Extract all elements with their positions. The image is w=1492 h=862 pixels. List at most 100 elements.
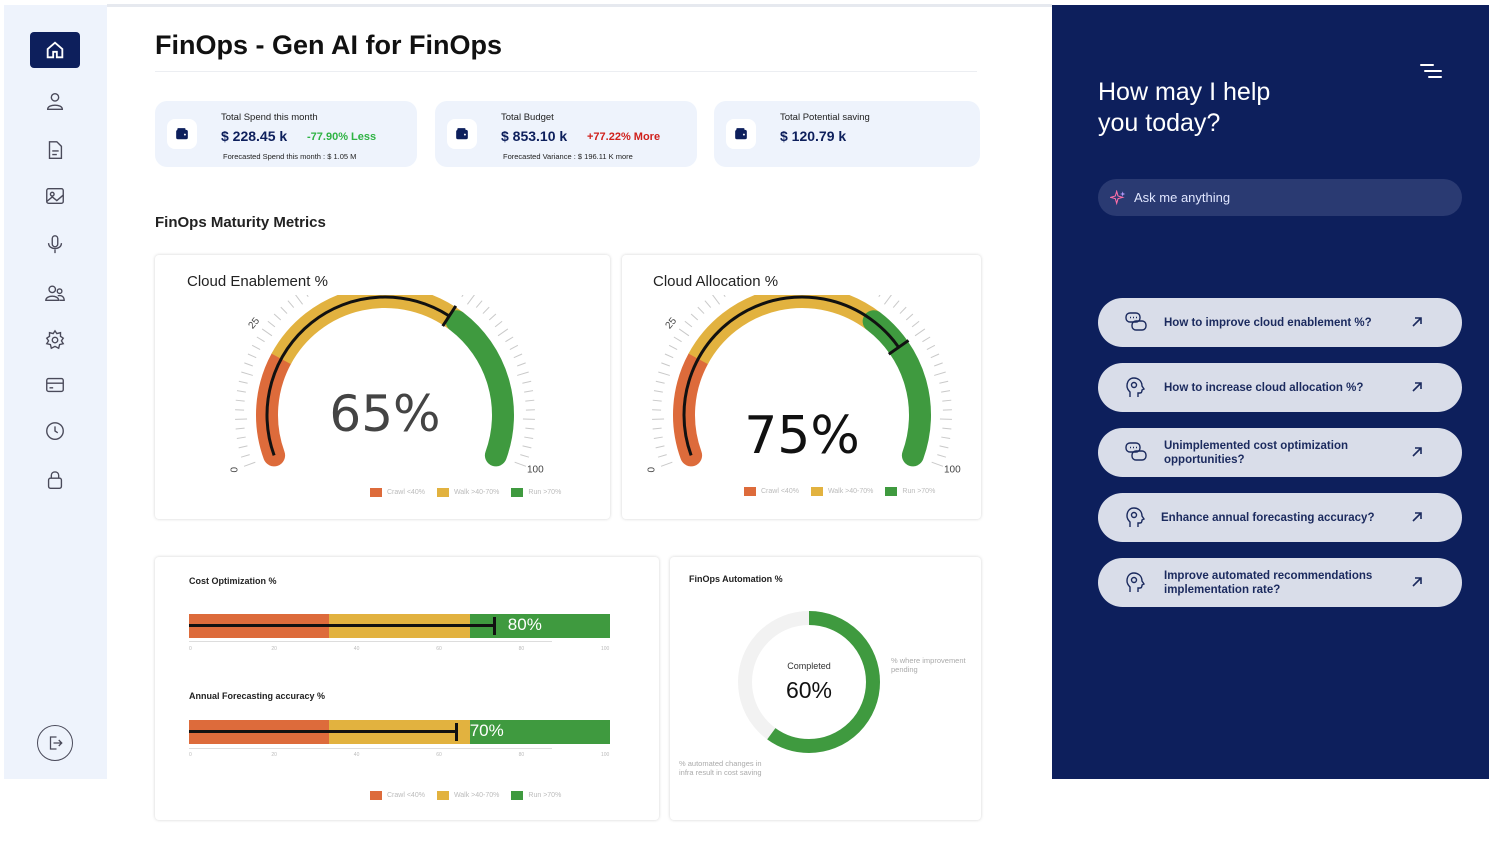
gauge-tick [658, 371, 670, 376]
sidebar [4, 5, 107, 779]
stat-card-potential-saving: Total Potential saving $ 120.79 k [714, 101, 980, 167]
legend-item-walk: Walk >40-70% [436, 488, 499, 497]
arrow-up-right-icon [1412, 317, 1422, 327]
stat-sub: Forecasted Spend this month : $ 1.05 M [223, 152, 357, 161]
gauge-tick [509, 344, 519, 350]
gauge-tick [236, 390, 246, 393]
bar-tick-label: 20 [271, 646, 277, 652]
gauge-tick [652, 427, 662, 430]
gauge-tick [655, 445, 665, 449]
gauge-tick [514, 461, 527, 467]
sidebar-item-home[interactable] [30, 32, 80, 68]
suggestion-button[interactable]: How to improve cloud enablement %? [1098, 298, 1462, 347]
stat-label: Total Budget [501, 112, 554, 123]
gauge-tick-label: 0 [647, 467, 658, 473]
wallet-icon [167, 119, 197, 149]
gauge-tick [941, 390, 951, 393]
suggestion-text: How to increase cloud allocation %? [1164, 381, 1364, 394]
gauge-chart: 0255010065% [230, 295, 544, 475]
image-icon [46, 187, 64, 205]
bar-segment [469, 720, 610, 744]
wallet-icon [447, 119, 477, 149]
sidebar-item-billing[interactable] [30, 367, 80, 403]
gauge-tick-label: 25 [664, 315, 680, 331]
suggestion-button[interactable]: Improve automated recommendations implem… [1098, 558, 1462, 607]
suggestion-button[interactable]: How to increase cloud allocation %? [1098, 363, 1462, 412]
suggestion-button[interactable]: Enhance annual forecasting accuracy? [1098, 493, 1462, 542]
gauge-tick [931, 461, 944, 467]
bar-tick-label: 0 [189, 646, 192, 652]
gauge-tick [461, 295, 464, 298]
logout-button[interactable] [37, 725, 73, 761]
gauge-tick [657, 454, 667, 458]
gauge-tick [524, 390, 534, 393]
sidebar-item-documents[interactable] [30, 132, 80, 168]
bar-value-cap [492, 617, 496, 635]
donut-completed-arc [738, 611, 880, 753]
gauge-tick [520, 454, 530, 458]
suggestion-text: Enhance annual forecasting accuracy? [1161, 511, 1375, 524]
gauge-panel-cloud-allocation: Cloud Allocation % 0255010075% Crawl <40… [622, 255, 981, 519]
gauge-tick [668, 344, 678, 350]
gauge-tick [712, 295, 720, 305]
sidebar-item-voice[interactable] [30, 226, 80, 262]
ask-box[interactable] [1098, 179, 1462, 216]
home-icon [46, 41, 64, 59]
bar-value-label: 80% [507, 615, 542, 634]
bar-forecasting-accuracy: 70% [189, 720, 610, 744]
ask-input[interactable] [1134, 190, 1434, 205]
sidebar-item-profile[interactable] [30, 83, 80, 119]
bar-tick-label: 0 [189, 752, 192, 758]
gauge-tick [505, 336, 514, 343]
arrow-up-right-icon [1412, 382, 1422, 392]
bar-tick-label: 100 [601, 646, 610, 652]
arrow-up-right-icon [1412, 577, 1422, 587]
gauge-tick [914, 328, 926, 337]
gauge-tick [660, 461, 673, 467]
menu-icon[interactable] [1420, 63, 1442, 84]
lock-icon [47, 471, 63, 489]
gauge-tick [522, 380, 532, 384]
head-thinking-icon [1126, 507, 1146, 527]
gauge-tick-label: 0 [230, 467, 241, 473]
bar-cost-optimization: 80% [189, 614, 610, 638]
gauge-tick [939, 380, 949, 384]
gauge-value-cap [441, 305, 458, 327]
gauge-tick [243, 461, 256, 467]
wallet-icon [726, 119, 756, 149]
gauge-tick [678, 328, 690, 337]
user-icon [46, 92, 64, 110]
legend-item-run: Run >70% [511, 791, 561, 800]
gauge-tick [525, 399, 535, 402]
gauge-value-label: 65% [329, 385, 440, 443]
bar-tick-label: 60 [436, 752, 442, 758]
bar-value-label: 70% [469, 721, 504, 740]
top-divider [107, 4, 1052, 7]
suggestion-button[interactable]: Unimplemented cost optimization opportun… [1098, 428, 1462, 477]
gauge-tick [238, 445, 248, 449]
legend-item-walk: Walk >40-70% [436, 791, 499, 800]
gauge-tick [522, 445, 532, 449]
bar-title-cost-optimization: Cost Optimization % [189, 576, 277, 586]
assistant-panel: How may I help you today? How to improve… [1052, 5, 1489, 779]
sidebar-item-team[interactable] [30, 275, 80, 311]
gauge-tick [905, 313, 914, 321]
gauge-value-arc [265, 295, 451, 456]
bar-value-line [189, 730, 456, 733]
bar-value-line [189, 624, 494, 627]
sidebar-item-security[interactable] [30, 462, 80, 498]
sidebar-item-images[interactable] [30, 178, 80, 214]
legend-item-crawl: Crawl <40% [744, 487, 799, 496]
sidebar-item-settings[interactable] [30, 322, 80, 358]
gauge-tick [287, 300, 295, 308]
sidebar-item-history[interactable] [30, 413, 80, 449]
gauge-tick [267, 320, 276, 328]
gauge-tick [240, 454, 250, 458]
chat-bubbles-icon [1125, 442, 1147, 461]
gauge-tick [475, 300, 483, 308]
gear-icon [45, 329, 65, 350]
completed-note: % automated changes in infra result in c… [679, 759, 762, 777]
bar-value-cap [454, 723, 458, 741]
gauge-tick [247, 353, 257, 359]
gauge-tick [723, 295, 726, 298]
